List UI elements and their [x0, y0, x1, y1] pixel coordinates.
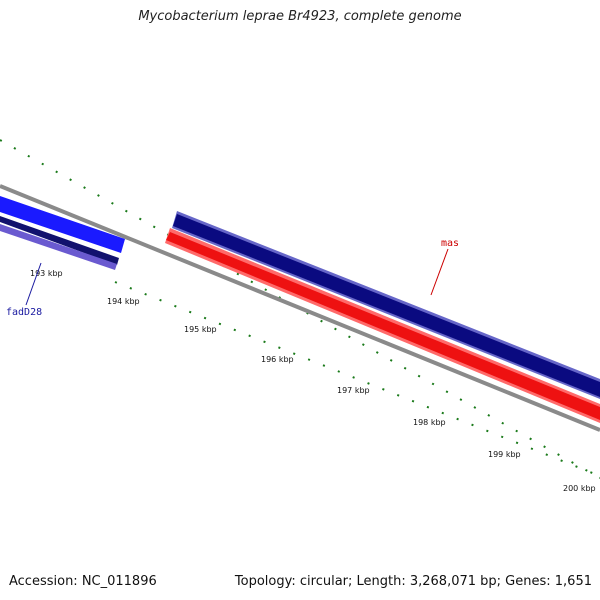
tick-label-193: 193 kbp — [30, 269, 63, 278]
accession-text: Accession: NC_011896 — [9, 574, 157, 589]
kbp-tick-labels: 193 kbp 194 kbp 195 kbp 196 kbp 197 kbp … — [30, 269, 596, 493]
gene-mas-forward-bar — [173, 214, 600, 397]
tick-label-194: 194 kbp — [107, 297, 140, 306]
label-fadD28[interactable]: fadD28 — [6, 262, 42, 318]
gene-fadD28-light — [0, 224, 117, 270]
label-mas[interactable]: mas — [430, 238, 459, 296]
mas-label: mas — [441, 238, 459, 249]
tick-label-200: 200 kbp — [563, 484, 596, 493]
gene-fadD28-dark — [0, 216, 119, 265]
fadD28-leader-line — [25, 262, 42, 306]
genome-summary-text: Topology: circular; Length: 3,268,071 bp… — [234, 574, 592, 589]
gene-fadD28[interactable] — [0, 196, 125, 270]
tick-label-196: 196 kbp — [261, 355, 294, 364]
gene-mas-forward[interactable] — [172, 211, 600, 399]
tick-label-197: 197 kbp — [337, 386, 370, 395]
mas-leader-line — [430, 248, 449, 296]
gene-fadD28-main — [0, 196, 125, 253]
tick-label-199: 199 kbp — [488, 450, 521, 459]
map-title: Mycobacterium leprae Br4923, complete ge… — [138, 9, 462, 24]
gene-mas-reverse[interactable] — [165, 228, 600, 423]
tick-label-198: 198 kbp — [413, 418, 446, 427]
tick-label-195: 195 kbp — [184, 325, 217, 334]
gene-mas-reverse-bar — [166, 232, 600, 420]
genome-backbone — [0, 184, 600, 432]
fadD28-label: fadD28 — [6, 307, 42, 318]
